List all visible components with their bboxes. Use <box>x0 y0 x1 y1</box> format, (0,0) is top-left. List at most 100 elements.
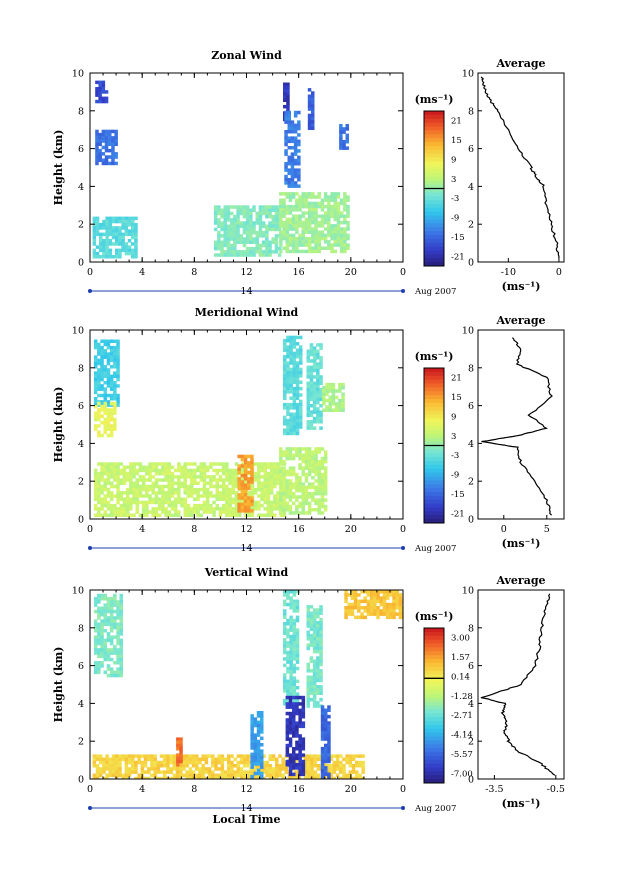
y-axis-label: Height (km) <box>52 647 65 723</box>
profile-title: Average <box>495 314 545 327</box>
profile-y-tick-label: 6 <box>468 401 474 412</box>
x-tick-label: 16 <box>293 784 305 795</box>
date-axis-end <box>401 546 405 550</box>
y-axis-label: Height (km) <box>52 387 65 463</box>
profile-y-tick-label: 0 <box>468 515 474 526</box>
profile-y-tick-label: 2 <box>468 477 474 488</box>
profile-y-tick-label: 8 <box>468 106 474 117</box>
x-tick-label: 0 <box>87 784 93 795</box>
colorbar-gradient <box>424 368 444 524</box>
colorbar-unit: (ms⁻¹) <box>415 610 454 623</box>
date-axis-start <box>88 806 92 810</box>
y-tick-label: 6 <box>78 661 84 672</box>
profile-line <box>481 337 553 516</box>
x-tick-label: 0 <box>400 784 406 795</box>
colorbar-frame <box>423 627 445 784</box>
colorbar-tick-label: -3 <box>451 451 459 461</box>
x-tick-label: 20 <box>345 784 357 795</box>
profile-y-tick-label: 2 <box>468 220 474 231</box>
x-tick-label: 20 <box>345 267 357 278</box>
colorbar-unit: (ms⁻¹) <box>415 93 454 106</box>
x-tick-label: 16 <box>293 267 305 278</box>
profile-y-tick-label: 4 <box>468 699 474 710</box>
profile-x-label: (ms⁻¹) <box>502 797 541 810</box>
profile-x-tick-label: -0.5 <box>547 784 565 795</box>
colorbar-tick-label: -3 <box>451 194 459 204</box>
heatmap-region <box>237 454 254 513</box>
y-tick-label: 0 <box>78 515 84 526</box>
colorbar-gradient <box>424 628 444 784</box>
y-tick-label: 6 <box>78 144 84 155</box>
profile-y-tick-label: 10 <box>462 326 474 337</box>
y-tick-label: 4 <box>78 439 84 450</box>
colorbar-tick-label: 9 <box>451 155 456 165</box>
y-tick-label: 6 <box>78 401 84 412</box>
colorbar-tick-label: 3.00 <box>451 634 470 644</box>
profile-frame <box>477 329 565 520</box>
colorbar-tick-label: -5.57 <box>451 750 473 760</box>
heatmap-region <box>279 447 328 515</box>
day-label: 14 <box>240 543 252 554</box>
y-tick-label: 4 <box>78 182 84 193</box>
heatmap-region <box>307 88 315 130</box>
y-tick-label: 0 <box>78 775 84 786</box>
colorbar-tick-label: 9 <box>451 412 456 422</box>
colorbar-tick-label: 21 <box>451 117 462 127</box>
date-axis-end <box>401 806 405 810</box>
colorbar-tick-label: 0.14 <box>451 672 470 682</box>
profile-frame <box>477 72 565 263</box>
y-tick-label: 8 <box>78 623 84 634</box>
heatmap-region <box>176 737 183 767</box>
y-tick-label: 8 <box>78 106 84 117</box>
day-label: 14 <box>240 286 252 297</box>
panel-title: Zonal Wind <box>211 49 282 62</box>
x-tick-label: 0 <box>400 524 406 535</box>
profile-x-tick-label: -3.5 <box>485 784 503 795</box>
y-tick-label: 0 <box>78 258 84 269</box>
x-tick-label: 4 <box>139 524 145 535</box>
profile-x-tick-label: 0 <box>501 524 507 535</box>
heatmap-region <box>339 124 349 150</box>
colorbar-tick-label: -2.71 <box>451 711 473 721</box>
heatmap-region <box>283 590 300 706</box>
heatmap-region <box>250 711 264 779</box>
heatmap-region <box>320 705 331 779</box>
profile-y-tick-label: 8 <box>468 623 474 634</box>
x-tick-label: 12 <box>240 267 252 278</box>
colorbar-tick-label: 1.57 <box>451 653 470 663</box>
profile-y-tick-label: 6 <box>468 144 474 155</box>
heatmap-region <box>285 695 306 777</box>
colorbar-tick-label: -21 <box>451 252 465 262</box>
profile-y-tick-label: 4 <box>468 439 474 450</box>
y-tick-label: 2 <box>78 737 84 748</box>
heatmap-region <box>92 216 138 259</box>
heatmap-region <box>213 205 282 257</box>
y-tick-label: 10 <box>72 326 84 337</box>
heatmap-region <box>306 605 323 708</box>
x-tick-label: 12 <box>240 524 252 535</box>
y-tick-label: 10 <box>72 69 84 80</box>
x-tick-label: 0 <box>87 267 93 278</box>
profile-y-tick-label: 0 <box>468 258 474 269</box>
colorbar-tick-label: 21 <box>451 374 462 384</box>
profile-x-tick-label: 0 <box>556 267 562 278</box>
colorbar-tick-label: -9 <box>451 471 459 481</box>
panel-title: Meridional Wind <box>195 306 299 319</box>
heatmap-region <box>279 192 350 254</box>
heatmap-cells <box>93 335 345 517</box>
date-label: Aug 2007 <box>414 804 456 814</box>
profile-line <box>480 593 556 776</box>
profile-y-tick-label: 6 <box>468 661 474 672</box>
profile-x-tick-label: 5 <box>544 524 550 535</box>
colorbar-tick-label: -15 <box>451 233 465 243</box>
colorbar-tick-label: 15 <box>451 136 462 146</box>
profile-y-tick-label: 10 <box>462 586 474 597</box>
heatmap-region <box>93 339 120 407</box>
x-tick-label: 0 <box>87 524 93 535</box>
date-label: Aug 2007 <box>414 287 456 297</box>
date-label: Aug 2007 <box>414 544 456 554</box>
date-axis-end <box>401 289 405 293</box>
y-tick-label: 10 <box>72 586 84 597</box>
